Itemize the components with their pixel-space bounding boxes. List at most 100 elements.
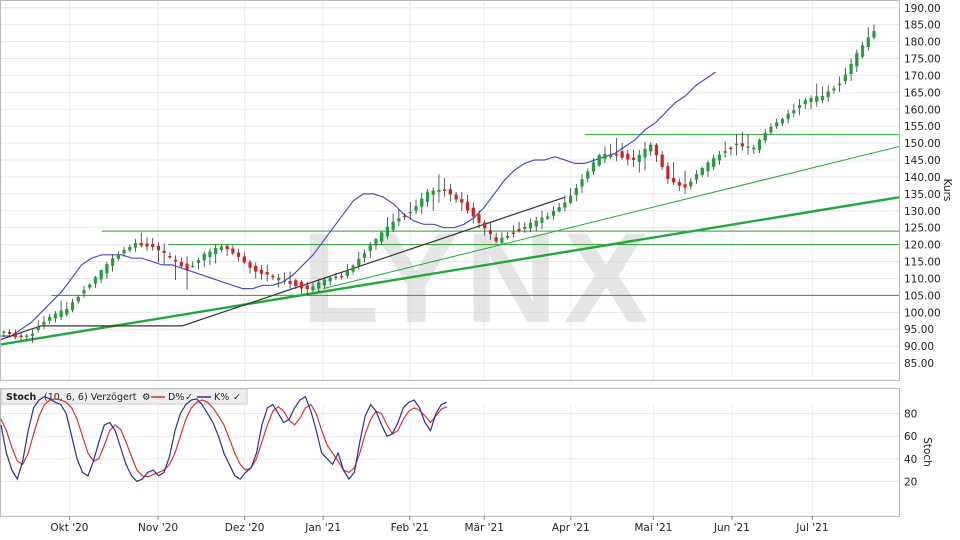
candle-up xyxy=(414,206,418,211)
candle-up xyxy=(568,195,573,203)
stoch-d-line xyxy=(0,398,448,478)
candle-down xyxy=(454,194,458,200)
candle-down xyxy=(620,151,624,158)
candle-up xyxy=(380,232,384,242)
candle-down xyxy=(626,153,630,160)
main-trendline xyxy=(0,196,900,346)
stoch-legend-title: Stoch xyxy=(6,392,37,403)
candle-up xyxy=(832,88,836,91)
candle-down xyxy=(7,331,12,334)
candle-up xyxy=(700,168,704,176)
candle-up xyxy=(48,316,52,321)
candle-down xyxy=(19,335,23,337)
stoch-y-tick-label: 60 xyxy=(904,431,917,443)
candle-up xyxy=(797,105,802,109)
candle-up xyxy=(557,207,561,212)
candle-up xyxy=(334,276,338,279)
stoch-y-axis-label: Stoch xyxy=(921,437,933,467)
candle-up xyxy=(351,265,355,272)
price-y-tick-label: 110.00 xyxy=(904,273,941,285)
candle-up xyxy=(111,258,115,266)
candle-down xyxy=(483,222,487,229)
price-y-tick-label: 105.00 xyxy=(904,290,941,302)
candle-up xyxy=(191,265,195,268)
x-tick-label: Jul '21 xyxy=(795,522,828,534)
candle-down xyxy=(448,189,452,195)
x-tick-label: Jan '21 xyxy=(304,522,341,534)
candle-up xyxy=(36,326,40,331)
candle-up xyxy=(860,45,865,57)
candle-up xyxy=(128,247,132,251)
candle-up xyxy=(815,96,819,102)
price-y-axis: 85.00 90.00 95.00 100.00 105.00 110.00 115.00 1… xyxy=(904,3,941,370)
candle-up xyxy=(574,187,578,196)
candle-up xyxy=(202,253,206,261)
candle-up xyxy=(208,251,212,258)
price-y-tick-label: 125.00 xyxy=(904,223,941,235)
candle-down xyxy=(179,262,183,267)
stoch-y-tick-label: 40 xyxy=(904,454,917,466)
candle-down xyxy=(631,157,636,160)
candle-up xyxy=(133,243,138,248)
price-y-tick-label: 150.00 xyxy=(904,138,941,150)
candle-up xyxy=(99,269,103,280)
candle-up xyxy=(769,126,773,133)
stoch-grid xyxy=(1,405,899,516)
candle-up xyxy=(523,226,527,229)
candle-down xyxy=(259,269,264,274)
candle-up xyxy=(735,143,739,146)
candle-up xyxy=(528,222,533,229)
candle-up xyxy=(397,218,401,222)
candle-up xyxy=(694,174,699,180)
candle-up xyxy=(580,179,584,187)
price-y-tick-label: 90.00 xyxy=(904,341,934,353)
stoch-y-axis: 20 40 60 80 xyxy=(904,409,917,489)
candle-up xyxy=(586,171,590,179)
price-grid xyxy=(1,1,899,380)
candle-up xyxy=(803,100,807,105)
candle-up xyxy=(609,154,613,158)
candle-up xyxy=(786,113,790,120)
candle-down xyxy=(666,166,670,179)
candle-down xyxy=(443,189,447,192)
candle-down xyxy=(672,178,676,183)
x-tick-label: Jun '21 xyxy=(713,522,750,534)
candle-up xyxy=(849,63,853,75)
price-y-tick-label: 180.00 xyxy=(904,37,941,49)
candle-down xyxy=(729,147,733,150)
price-y-tick-label: 175.00 xyxy=(904,54,941,66)
candle-up xyxy=(311,286,315,290)
candle-down xyxy=(517,229,521,231)
candle-up xyxy=(723,151,727,153)
candle-up xyxy=(122,249,126,254)
candle-up xyxy=(855,53,859,67)
price-y-tick-label: 145.00 xyxy=(904,155,941,167)
candle-down xyxy=(265,271,269,275)
candle-up xyxy=(420,198,424,207)
price-y-tick-label: 85.00 xyxy=(904,358,934,370)
support-resistance-levels xyxy=(51,134,899,296)
candle-up xyxy=(563,202,567,208)
candle-up xyxy=(385,226,390,237)
candle-up xyxy=(597,155,601,166)
stoch-y-tick-label: 20 xyxy=(904,476,917,488)
candle-up xyxy=(196,260,201,263)
price-y-tick-label: 170.00 xyxy=(904,70,941,82)
candle-up xyxy=(408,211,412,214)
candle-up xyxy=(689,181,693,187)
candle-down xyxy=(471,207,475,217)
candle-up xyxy=(712,158,716,167)
stoch-legend-params-icon: ⚙ xyxy=(142,392,151,403)
candle-up xyxy=(362,253,367,259)
candle-up xyxy=(282,280,286,282)
candle-up xyxy=(826,91,830,97)
candle-up xyxy=(374,239,378,246)
candle-up xyxy=(500,237,504,244)
candle-down xyxy=(494,237,498,242)
price-y-tick-label: 120.00 xyxy=(904,240,941,252)
price-y-tick-label: 140.00 xyxy=(904,172,941,184)
price-y-tick-label: 100.00 xyxy=(904,307,941,319)
candle-down xyxy=(242,256,246,263)
candle-up xyxy=(59,310,63,318)
candle-down xyxy=(465,201,470,211)
